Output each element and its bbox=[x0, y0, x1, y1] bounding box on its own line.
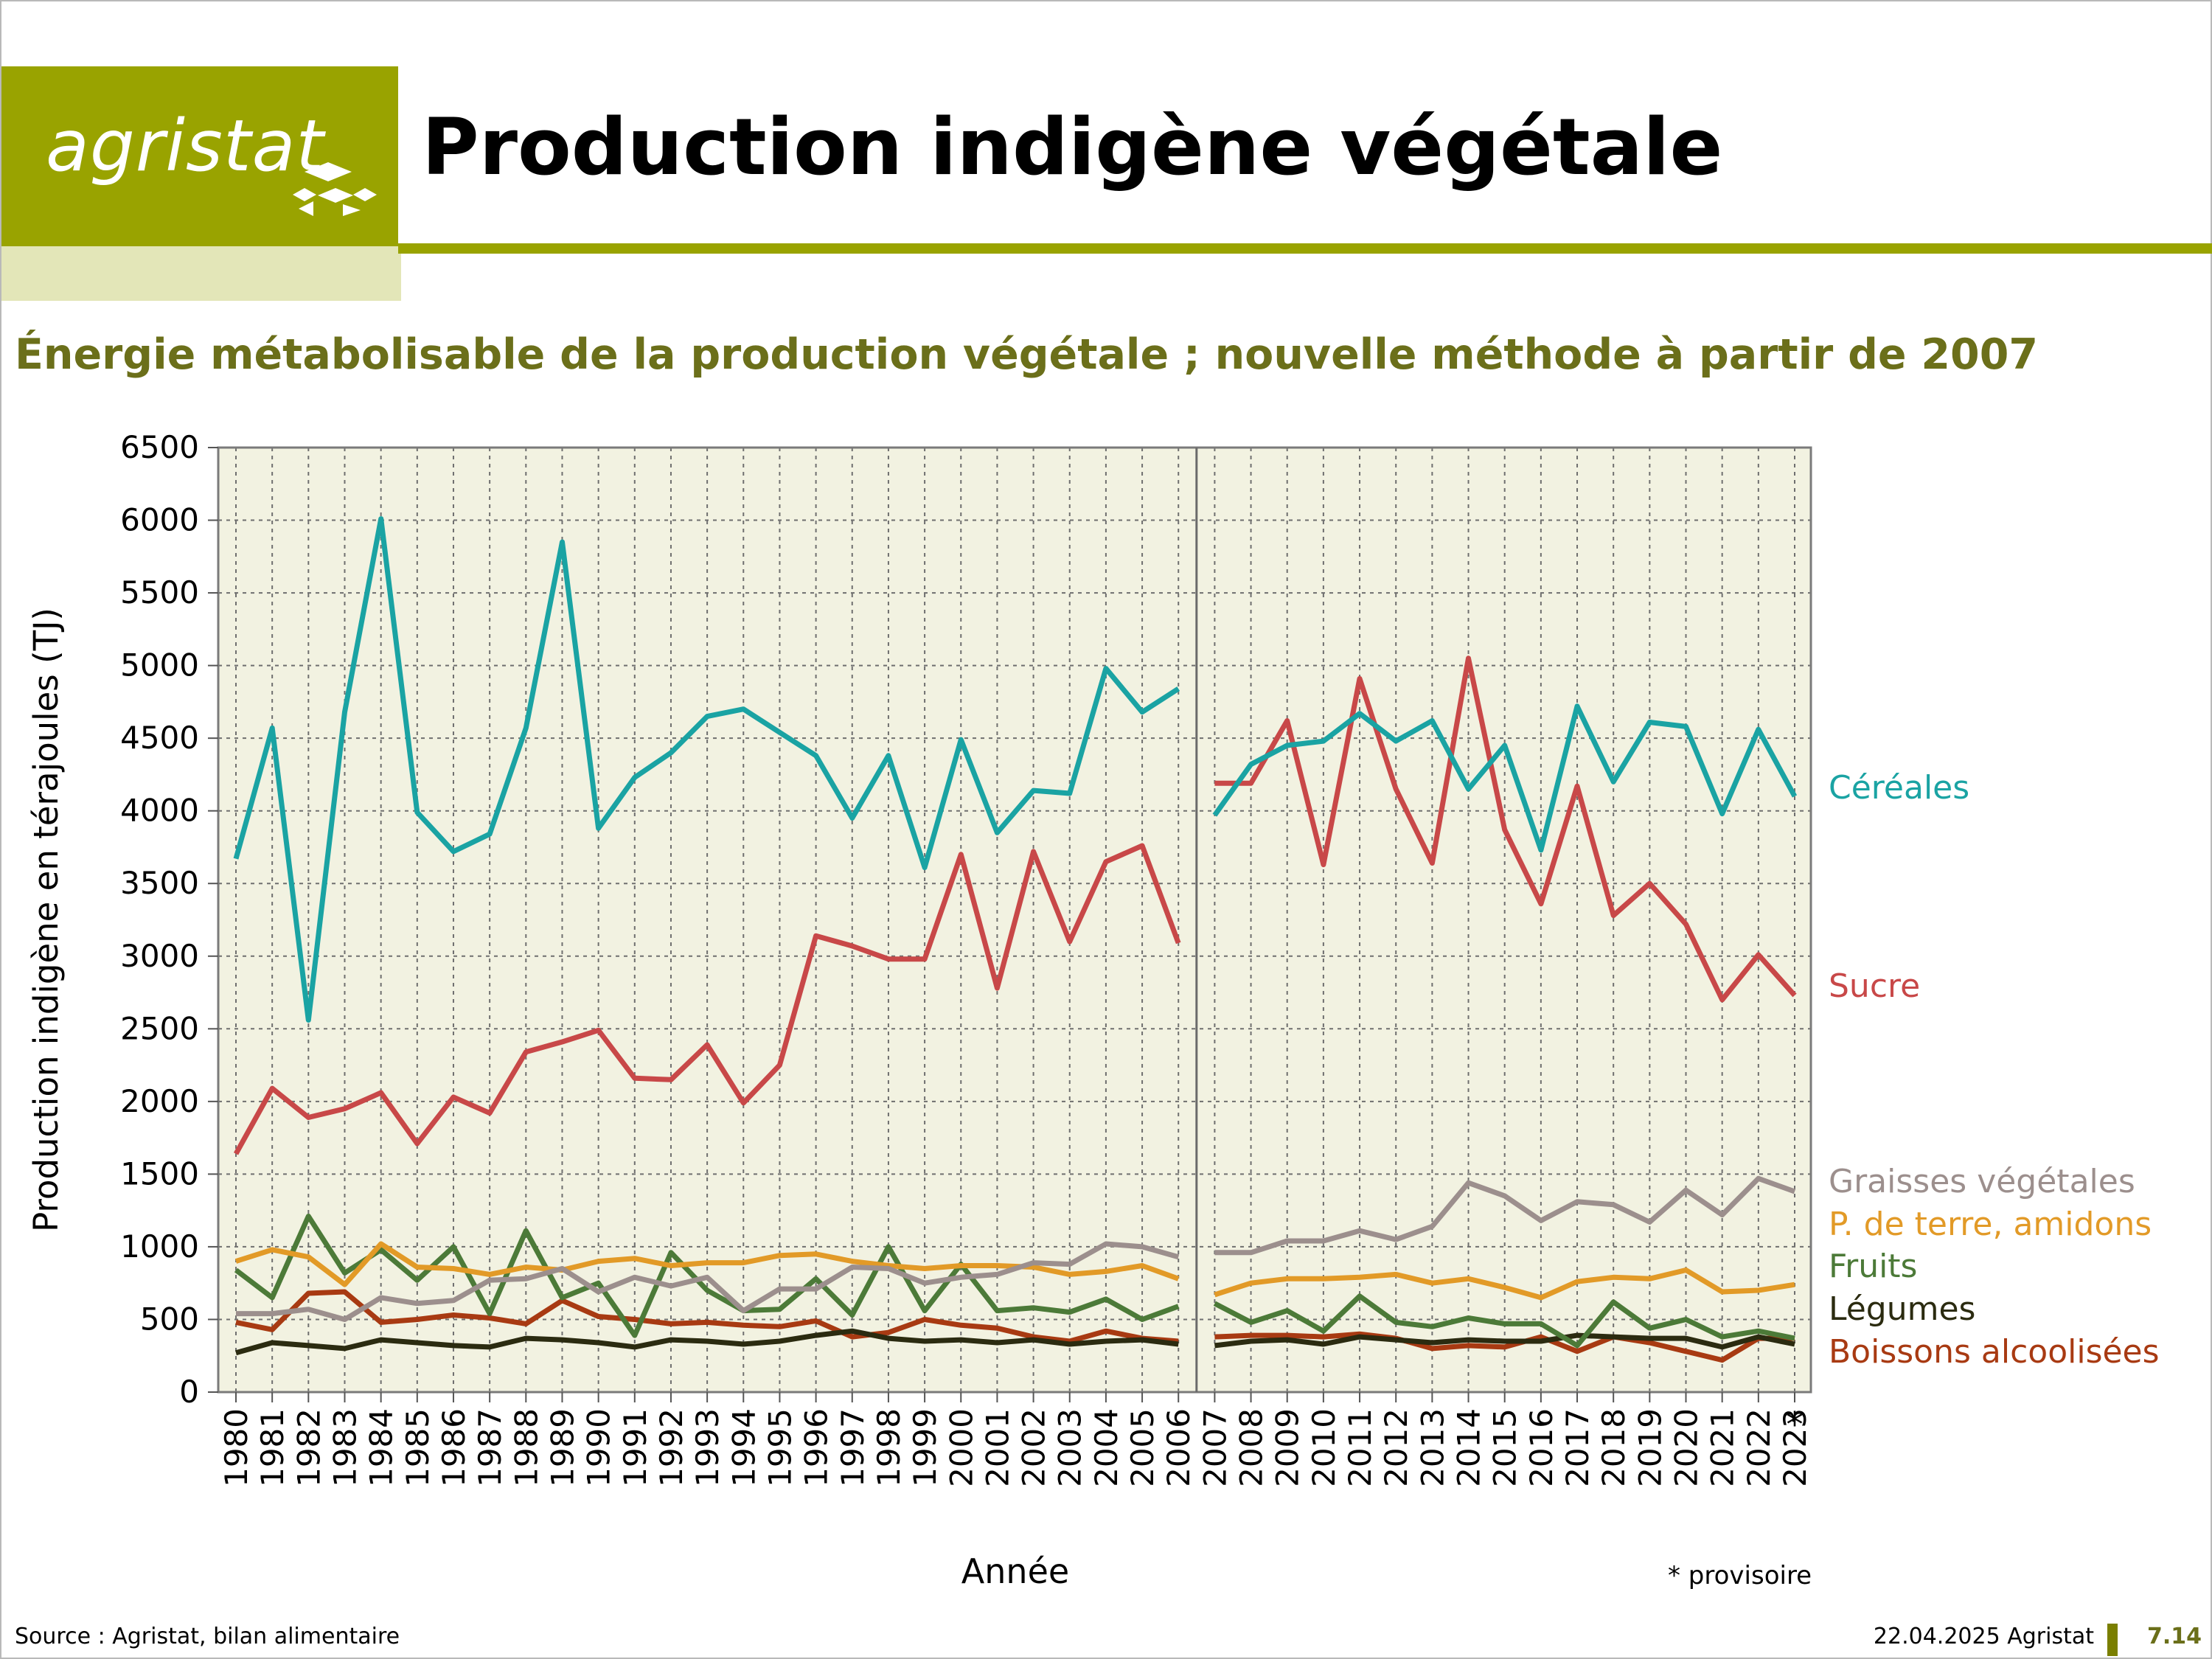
x-tick-label: 2010 bbox=[1306, 1408, 1342, 1487]
series-label: Fruits bbox=[1829, 1248, 1917, 1285]
x-tick-label: 2007 bbox=[1197, 1408, 1233, 1487]
logo-text: agristat bbox=[46, 105, 325, 187]
x-tick-label: 2022 bbox=[1741, 1408, 1777, 1487]
x-tick-label: 2016 bbox=[1523, 1408, 1559, 1487]
series-line bbox=[1213, 1293, 1795, 1349]
y-tick-label: 5000 bbox=[120, 647, 199, 684]
x-tick-label: 2023 bbox=[1777, 1408, 1813, 1487]
x-tick-label: 1994 bbox=[726, 1408, 762, 1487]
header-rule bbox=[398, 243, 2212, 254]
x-tick-label: 2013 bbox=[1414, 1408, 1450, 1487]
series-label: P. de terre, amidons bbox=[1829, 1206, 2152, 1243]
chart-subtitle: Énergie métabolisable de la production v… bbox=[15, 330, 2039, 379]
x-tick-label: 1983 bbox=[327, 1408, 363, 1487]
x-tick-label: 2015 bbox=[1487, 1408, 1523, 1487]
logo-diamond-icon bbox=[293, 162, 377, 216]
series-line bbox=[1212, 703, 1798, 853]
series-label: Boissons alcoolisées bbox=[1829, 1333, 2160, 1371]
series-line bbox=[1214, 1175, 1796, 1256]
y-tick-label: 2500 bbox=[120, 1010, 199, 1046]
series-label: Graisses végétales bbox=[1829, 1163, 2135, 1200]
x-tick-label: 1980 bbox=[218, 1408, 254, 1487]
series-line bbox=[1214, 1332, 1795, 1350]
footer-date: 22.04.2025 Agristat bbox=[1873, 1624, 2094, 1649]
series-line bbox=[1214, 655, 1797, 1003]
x-tick-label: 2006 bbox=[1161, 1408, 1197, 1487]
page-number: 7.14 bbox=[2147, 1624, 2202, 1649]
y-tick-label: 1000 bbox=[120, 1228, 199, 1265]
provisional-marker: * bbox=[1787, 1405, 1804, 1444]
x-tick-label: 2021 bbox=[1705, 1408, 1741, 1487]
x-tick-label: 2005 bbox=[1124, 1408, 1161, 1487]
x-tick-label: 2020 bbox=[1669, 1408, 1705, 1487]
x-tick-label: 1995 bbox=[762, 1408, 798, 1487]
y-tick-label: 3000 bbox=[120, 938, 199, 974]
x-tick-label: 2009 bbox=[1270, 1408, 1306, 1487]
x-tick-label: 1997 bbox=[835, 1408, 871, 1487]
x-tick-label: 1992 bbox=[653, 1408, 689, 1487]
logo-accent-band bbox=[1, 246, 401, 301]
y-axis-label: Production indigène en térajoules (TJ) bbox=[27, 608, 66, 1232]
x-tick-label: 2019 bbox=[1632, 1408, 1668, 1487]
x-tick-label: 1988 bbox=[508, 1408, 544, 1487]
x-tick-label: 1986 bbox=[436, 1408, 472, 1487]
x-tick-label: 1996 bbox=[799, 1408, 835, 1487]
x-tick-label: 2012 bbox=[1378, 1408, 1414, 1487]
y-tick-label: 500 bbox=[140, 1301, 199, 1337]
agristat-logo bbox=[1, 66, 398, 246]
y-tick-label: 5500 bbox=[120, 574, 199, 611]
x-tick-label: 2003 bbox=[1052, 1408, 1088, 1487]
x-tick-label: 1991 bbox=[617, 1408, 653, 1487]
x-tick-label: 1984 bbox=[364, 1408, 400, 1487]
x-tick-label: 1990 bbox=[581, 1408, 617, 1487]
x-tick-label: 2014 bbox=[1451, 1408, 1487, 1487]
series-line bbox=[233, 516, 1180, 1023]
series-label: Céréales bbox=[1829, 769, 1969, 807]
x-tick-label: 2001 bbox=[979, 1408, 1015, 1487]
series-line bbox=[235, 1328, 1179, 1356]
series-line bbox=[233, 843, 1181, 1155]
x-tick-label: 2018 bbox=[1596, 1408, 1632, 1487]
series-line bbox=[234, 1214, 1180, 1338]
y-tick-label: 4500 bbox=[120, 720, 199, 756]
x-tick-label: 1989 bbox=[544, 1408, 580, 1487]
footer-divider bbox=[2107, 1624, 2118, 1656]
page-title: Production indigène végétale bbox=[422, 102, 1723, 192]
x-tick-label: 2000 bbox=[943, 1408, 979, 1487]
x-tick-label: 1981 bbox=[254, 1408, 291, 1487]
y-tick-label: 4000 bbox=[120, 793, 199, 829]
series-line bbox=[1214, 1267, 1795, 1301]
y-tick-label: 6000 bbox=[120, 502, 199, 538]
series-line bbox=[235, 1289, 1179, 1344]
y-tick-label: 1500 bbox=[120, 1155, 199, 1192]
series-label: Légumes bbox=[1829, 1290, 1975, 1328]
y-tick-label: 6500 bbox=[120, 429, 199, 465]
x-tick-label: 1998 bbox=[871, 1408, 907, 1487]
x-tick-label: 1982 bbox=[291, 1408, 327, 1487]
series-label: Sucre bbox=[1829, 967, 1920, 1005]
x-axis-label: Année bbox=[961, 1551, 1069, 1591]
x-tick-label: 1985 bbox=[400, 1408, 436, 1487]
y-tick-label: 3500 bbox=[120, 865, 199, 901]
y-tick-label: 2000 bbox=[120, 1083, 199, 1119]
x-tick-label: 2017 bbox=[1559, 1408, 1596, 1487]
series-line bbox=[1214, 1331, 1795, 1363]
x-tick-label: 1987 bbox=[472, 1408, 508, 1487]
x-tick-label: 2008 bbox=[1234, 1408, 1270, 1487]
x-tick-label: 2002 bbox=[1016, 1408, 1052, 1487]
x-tick-label: 1999 bbox=[907, 1408, 943, 1487]
series-line bbox=[236, 1241, 1180, 1322]
line-chart: 0 500 1000 1500 2000 2500 3000 3500 4000 4500 5000… bbox=[27, 429, 2160, 1591]
y-tick-label: 0 bbox=[179, 1374, 199, 1410]
footer-source: Source : Agristat, bilan alimentaire bbox=[15, 1624, 400, 1649]
plot-border bbox=[217, 446, 1812, 1394]
provisional-note: * provisoire bbox=[1668, 1561, 1812, 1590]
x-tick-label: 2004 bbox=[1088, 1408, 1124, 1487]
x-tick-label: 1993 bbox=[689, 1408, 726, 1487]
x-tick-label: 2011 bbox=[1342, 1408, 1378, 1487]
